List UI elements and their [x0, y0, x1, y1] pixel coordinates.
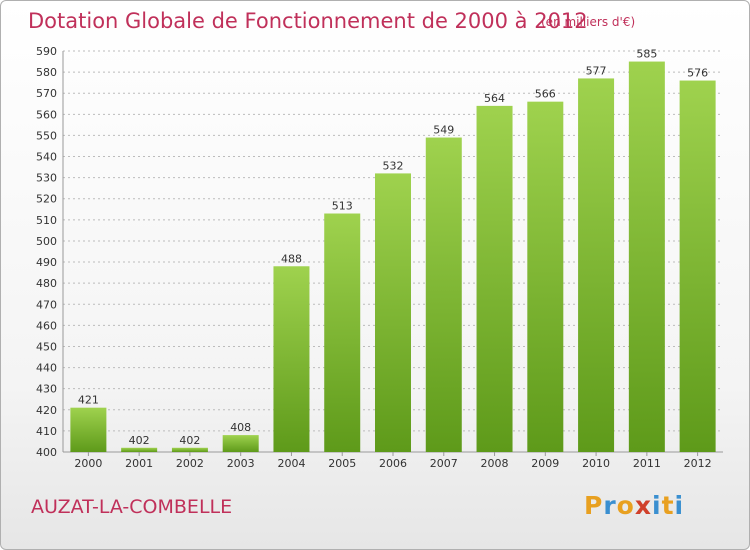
chart-title: Dotation Globale de Fonctionnement de 20… [28, 9, 588, 33]
y-tick-label: 540 [36, 151, 57, 164]
data-label-2004: 488 [281, 252, 302, 265]
bar-2009 [527, 101, 564, 452]
city-name: AUZAT-LA-COMBELLE [31, 496, 233, 518]
y-tick-label: 520 [36, 193, 57, 206]
x-tick-label: 2004 [277, 457, 305, 470]
bar-2000 [70, 407, 107, 452]
x-tick-label: 2003 [227, 457, 255, 470]
bar-2008 [476, 105, 513, 452]
x-tick-label: 2008 [481, 457, 509, 470]
y-tick-label: 510 [36, 214, 57, 227]
logo-letter: P [584, 491, 604, 520]
bar-2010 [578, 78, 615, 453]
x-tick-label: 2001 [125, 457, 153, 470]
x-tick-label: 2000 [74, 457, 102, 470]
y-tick-label: 590 [36, 45, 57, 58]
logo-letter: o [616, 491, 635, 520]
bar-2004 [273, 266, 310, 452]
y-tick-label: 450 [36, 340, 57, 353]
data-label-2008: 564 [484, 92, 505, 105]
y-tick-label: 430 [36, 383, 57, 396]
data-label-2010: 577 [586, 64, 607, 77]
y-tick-label: 500 [36, 235, 57, 248]
x-tick-label: 2006 [379, 457, 407, 470]
y-tick-label: 530 [36, 172, 57, 185]
x-tick-label: 2012 [684, 457, 712, 470]
bar-2012 [679, 80, 716, 453]
data-label-2000: 421 [78, 394, 99, 407]
y-tick-label: 470 [36, 298, 57, 311]
data-labels: 421 402 402 408 488 513 532 549 564 566 577 585 576 [78, 48, 708, 447]
bar-2003 [222, 435, 259, 452]
bar-2007 [425, 137, 462, 452]
chart-subtitle: (en milliers d'€) [541, 15, 636, 29]
y-tick-label: 410 [36, 425, 57, 438]
bar-2001 [121, 447, 158, 452]
bar-2005 [324, 213, 361, 452]
data-label-2002: 402 [179, 434, 200, 447]
y-tick-label: 480 [36, 277, 57, 290]
bars [70, 61, 716, 453]
data-label-2009: 566 [535, 88, 556, 101]
x-tick-label: 2011 [633, 457, 661, 470]
bar-2011 [628, 61, 665, 452]
data-label-2005: 513 [332, 200, 353, 213]
logo-letter: i [674, 491, 685, 520]
data-label-2012: 576 [687, 67, 708, 80]
logo-letter: r [603, 491, 617, 520]
logo-letter: t [661, 491, 675, 520]
y-tick-label: 570 [36, 87, 57, 100]
data-label-2001: 402 [129, 434, 150, 447]
logo-letter: i [652, 491, 662, 520]
y-tick-label: 560 [36, 108, 57, 121]
x-tick-label: 2010 [582, 457, 610, 470]
y-tick-label: 490 [36, 256, 57, 269]
y-axis-ticks: 400 410 420 430 440 450 460 470 480 490 500 510 520 5… [36, 45, 57, 459]
y-tick-label: 400 [36, 446, 57, 459]
logo-letter: x [634, 491, 652, 520]
y-tick-label: 580 [36, 66, 57, 79]
y-tick-label: 440 [36, 362, 57, 375]
x-tick-label: 2002 [176, 457, 204, 470]
x-tick-label: 2007 [430, 457, 458, 470]
proxiti-logo[interactable]: Proxiti [584, 491, 684, 520]
x-tick-label: 2005 [328, 457, 356, 470]
x-tick-label: 2009 [531, 457, 559, 470]
y-tick-label: 460 [36, 319, 57, 332]
bar-2002 [171, 447, 208, 452]
data-label-2011: 585 [636, 48, 657, 61]
data-label-2006: 532 [383, 159, 404, 172]
bar-2006 [375, 173, 411, 452]
y-tick-label: 420 [36, 404, 57, 417]
data-label-2007: 549 [433, 124, 454, 137]
x-axis-ticks: 2000 2001 2002 2003 2004 2005 2006 2007 2008 2009… [74, 452, 712, 470]
data-label-2003: 408 [230, 421, 251, 434]
y-tick-label: 550 [36, 129, 57, 142]
